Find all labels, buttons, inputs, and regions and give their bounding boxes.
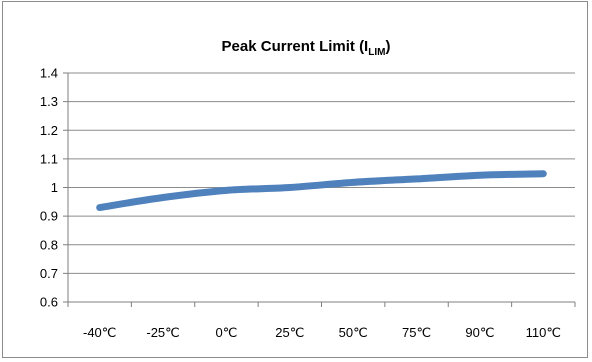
- y-tick-label: 1.2: [40, 123, 58, 138]
- x-tick-label: 0℃: [216, 325, 238, 340]
- axis-layer: [67, 73, 576, 307]
- y-tick-labels: 0.6 0.7 0.8 0.9 1 1.1 1.2 1.3 1.4: [40, 66, 58, 310]
- y-tick-label: 0.7: [40, 266, 58, 281]
- x-tick-labels: -40℃ -25℃ 0℃ 25℃ 50℃ 75℃ 90℃ 110℃: [83, 325, 561, 340]
- chart-frame: [2, 1, 588, 358]
- x-tick-label: 90℃: [465, 325, 494, 340]
- x-tick-label: 75℃: [402, 325, 431, 340]
- x-tick-label: -40℃: [83, 325, 116, 340]
- y-tick-label: 1.4: [40, 66, 58, 81]
- x-tick-label: 50℃: [339, 325, 368, 340]
- y-tick-label: 0.9: [40, 209, 58, 224]
- x-tick-label: -25℃: [146, 325, 179, 340]
- y-tick-label: 1.1: [40, 151, 58, 166]
- y-tick-label: 1.3: [40, 94, 58, 109]
- x-tick-label: 110℃: [526, 325, 561, 340]
- y-tick-label: 0.8: [40, 237, 58, 252]
- y-tick-label: 1: [51, 180, 58, 195]
- series-layer: [96, 170, 547, 212]
- grid-layer: [63, 72, 575, 303]
- series-line-0: [96, 170, 547, 212]
- y-tick-label: 0.6: [40, 295, 58, 310]
- chart-title: Peak Current Limit (ILIM): [222, 38, 391, 58]
- x-tick-label: 25℃: [275, 325, 304, 340]
